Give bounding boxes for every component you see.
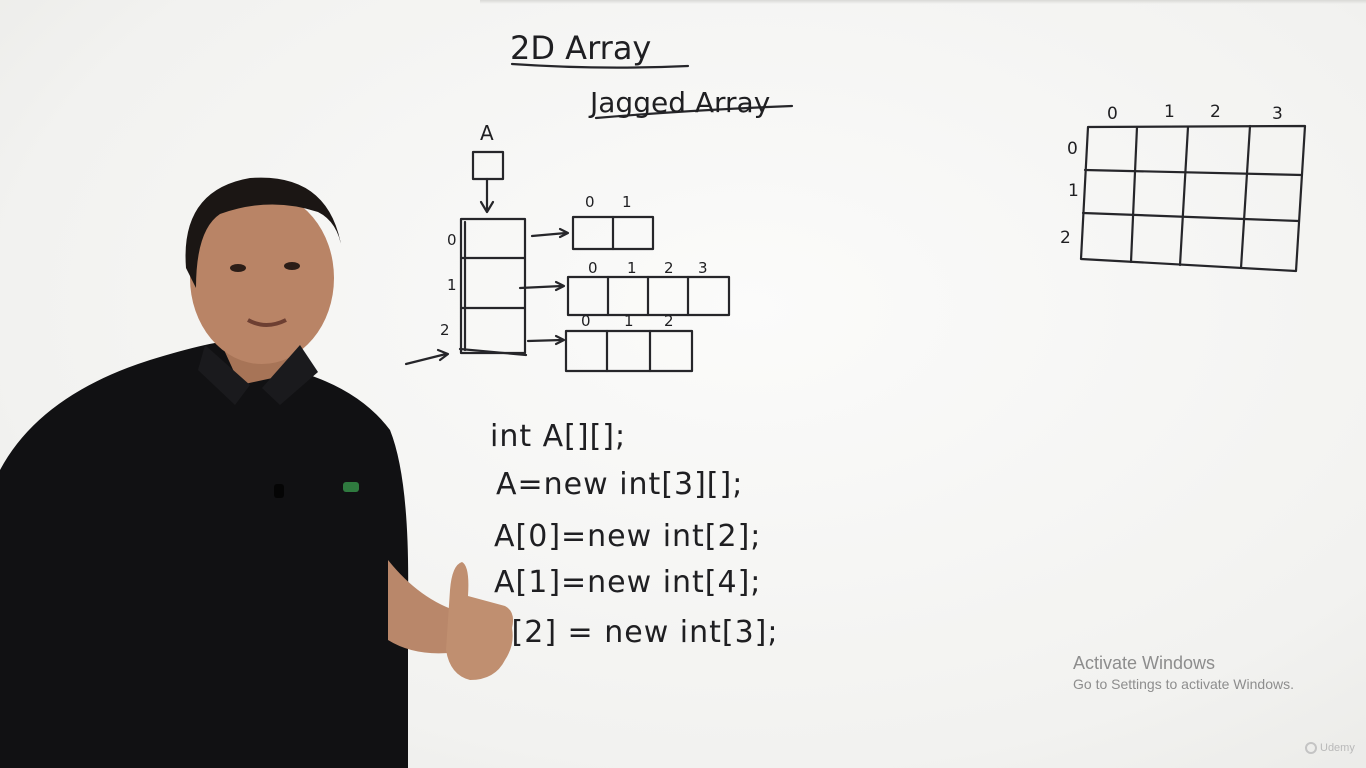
code-line: A[0]=new int[2]; xyxy=(494,519,761,554)
brand-name: Udemy xyxy=(1320,742,1355,754)
activate-subtitle: Go to Settings to activate Windows. xyxy=(1073,676,1294,692)
windows-activation-watermark: Activate Windows Go to Settings to activ… xyxy=(1073,652,1294,694)
code-line: A[1]=new int[4]; xyxy=(494,565,761,600)
jagged-index: 1 xyxy=(624,312,634,330)
brand-watermark: Udemy xyxy=(1305,742,1355,755)
array-row-index: 1 xyxy=(447,276,457,294)
jagged-index: 2 xyxy=(664,312,674,330)
brand-logo-icon xyxy=(1305,742,1317,755)
jagged-index: 1 xyxy=(627,259,637,277)
grid-column-index: 3 xyxy=(1272,104,1283,124)
jagged-index: 0 xyxy=(585,193,595,211)
jagged-index: 0 xyxy=(588,259,598,277)
whiteboard-edge xyxy=(480,0,1366,4)
activate-title: Activate Windows xyxy=(1073,653,1216,673)
thumbs-up-hand xyxy=(446,562,514,680)
subtitle-text: Jagged Array xyxy=(588,86,770,119)
instructor-shirt xyxy=(0,340,409,768)
jagged-index: 2 xyxy=(664,259,674,277)
code-line: A=new int[3][]; xyxy=(496,467,743,502)
grid-column-index: 0 xyxy=(1107,104,1118,124)
grid-row-index: 1 xyxy=(1068,181,1079,201)
grid-row-index: 0 xyxy=(1067,139,1078,159)
grid-row-index: 2 xyxy=(1060,228,1071,248)
title-text: 2D Array xyxy=(510,29,651,67)
instructor-face xyxy=(190,192,334,364)
grid-column-index: 1 xyxy=(1164,102,1175,122)
code-line: A[2] = new int[3]; xyxy=(490,615,778,650)
jagged-index: 1 xyxy=(622,193,632,211)
array-reference-label: A xyxy=(480,121,494,145)
jagged-index: 0 xyxy=(581,312,591,330)
jagged-index: 3 xyxy=(698,259,708,277)
instructor xyxy=(0,177,514,768)
shirt-logo-icon xyxy=(343,482,359,492)
instructor-hair xyxy=(185,177,342,288)
array-row-index: 0 xyxy=(447,231,457,249)
lapel-microphone-icon xyxy=(274,484,284,498)
grid-column-index: 2 xyxy=(1210,102,1221,122)
code-line: int A[][]; xyxy=(490,419,626,454)
array-row-index: 2 xyxy=(440,321,450,339)
